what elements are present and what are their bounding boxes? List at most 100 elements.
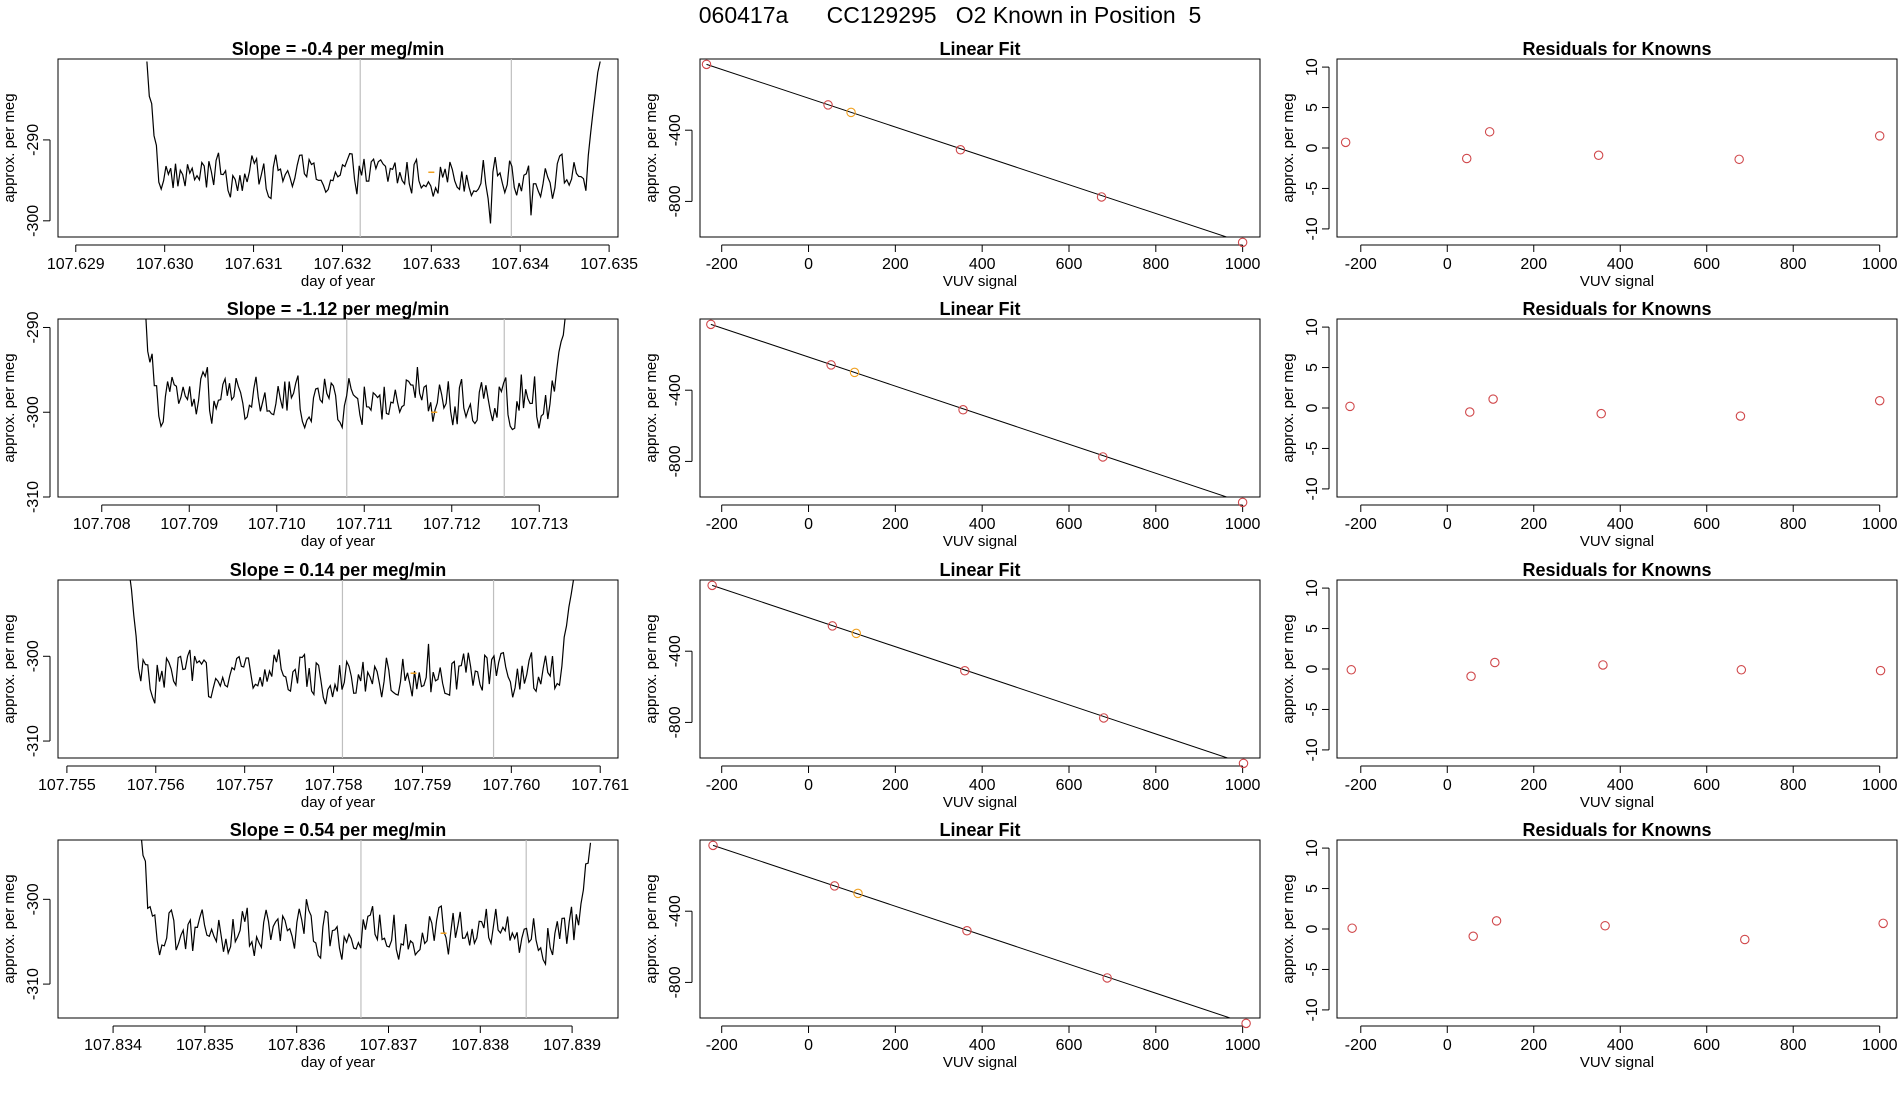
x-tick-label: 800 — [1142, 777, 1169, 794]
x-tick-label: 1000 — [1862, 1037, 1898, 1054]
x-tick-label: 200 — [1520, 777, 1547, 794]
x-tick-label: 600 — [1056, 516, 1083, 533]
time-series-panel-1: Slope = -0.4 per meg/min 107.629 107.630 10… — [1, 39, 638, 290]
y-tick-label: -400 — [667, 635, 684, 667]
y-tick-label: -10 — [1304, 217, 1321, 240]
y-tick-label: 5 — [1304, 363, 1321, 372]
plot-frame — [699, 318, 1261, 498]
residuals-panel-4: Residuals for Knowns-200 0 200 400 600 800 100… — [1280, 820, 1898, 1071]
known-point — [1596, 408, 1606, 419]
y-tick-label: -300 — [25, 640, 42, 672]
x-axis-label: VUV signal — [943, 794, 1017, 811]
plot-frame — [1336, 839, 1898, 1019]
known-point — [1465, 407, 1475, 417]
y-tick-label: -10 — [1304, 738, 1321, 761]
known-point — [1238, 758, 1249, 769]
x-tick-label: 400 — [969, 777, 996, 794]
y-tick-label: -310 — [25, 481, 42, 513]
x-tick-label: 107.709 — [160, 516, 218, 533]
known-point — [1593, 150, 1604, 161]
x-tick-label: 107.711 — [336, 516, 393, 533]
x-tick-label: 600 — [1056, 777, 1083, 794]
x-tick-label: 107.630 — [136, 256, 194, 273]
y-tick-label: 10 — [1304, 839, 1321, 857]
x-tick-label: 107.759 — [394, 777, 452, 794]
y-tick-label: -5 — [1304, 702, 1321, 716]
x-tick-label: -200 — [1345, 516, 1377, 533]
data-series-line — [140, 840, 592, 967]
y-axis-label: approx. per meg — [643, 874, 660, 983]
x-axis-label: VUV signal — [1580, 1054, 1654, 1071]
x-tick-label: 107.839 — [543, 1037, 601, 1054]
linear-fit-panel-2: Linear Fit -200 0 200 400 600 800 1000 VUV signa… — [643, 299, 1261, 550]
known-point — [955, 145, 966, 155]
y-tick-label: 5 — [1304, 884, 1321, 893]
known-point — [1102, 973, 1112, 983]
y-tick-label: 5 — [1304, 624, 1321, 633]
time-series-panel-2: Slope = -1.12 per meg/min 107.708 107.709 1… — [1, 299, 619, 550]
fit-line — [710, 323, 1229, 497]
known-point — [1490, 657, 1500, 668]
y-axis-label: approx. per meg — [643, 93, 660, 202]
x-tick-label: 0 — [804, 1037, 813, 1054]
x-tick-label: 107.756 — [127, 777, 185, 794]
sample-point — [853, 888, 863, 899]
plot-area — [129, 580, 575, 758]
y-tick-label: -300 — [25, 883, 42, 915]
x-tick-label: 1000 — [1225, 256, 1261, 273]
known-point — [1878, 918, 1888, 929]
known-point — [1484, 127, 1495, 137]
plot-frame — [57, 579, 619, 759]
plot-frame — [699, 839, 1261, 1019]
y-tick-label: 0 — [1304, 143, 1321, 152]
x-tick-label: 800 — [1780, 516, 1807, 533]
known-point — [958, 405, 968, 415]
fit-line — [711, 584, 1230, 758]
x-tick-label: 107.708 — [73, 516, 131, 533]
data-series-line — [146, 61, 601, 224]
x-tick-label: 0 — [1443, 777, 1452, 794]
x-tick-label: 600 — [1693, 516, 1720, 533]
x-tick-label: 107.632 — [314, 256, 372, 273]
y-axis-label: approx. per meg — [643, 614, 660, 723]
y-axis-label: approx. per meg — [1280, 353, 1297, 462]
x-tick-label: 200 — [882, 1037, 909, 1054]
linear-fit-panel-1: Linear Fit -200 0 200 400 600 800 1000 VUV signa… — [643, 39, 1261, 290]
fit-line — [712, 844, 1232, 1018]
y-axis-label: approx. per meg — [1, 93, 18, 202]
x-tick-label: 1000 — [1225, 516, 1261, 533]
known-point — [1736, 665, 1747, 675]
plot-area — [146, 59, 601, 237]
y-tick-label: 0 — [1304, 924, 1321, 933]
y-tick-label: 10 — [1304, 58, 1321, 76]
x-tick-label: -200 — [706, 1037, 738, 1054]
x-tick-label: 600 — [1693, 256, 1720, 273]
x-tick-label: 107.758 — [305, 777, 363, 794]
plot-area — [706, 63, 1229, 237]
x-tick-label: 400 — [969, 256, 996, 273]
y-tick-label: -400 — [667, 895, 684, 927]
x-tick-label: 800 — [1780, 256, 1807, 273]
x-tick-label: 400 — [1607, 1037, 1634, 1054]
x-tick-label: 400 — [1607, 516, 1634, 533]
y-tick-label: -5 — [1304, 181, 1321, 195]
known-point — [829, 881, 840, 891]
y-tick-label: -310 — [25, 725, 42, 757]
known-point — [1598, 660, 1608, 670]
plot-area — [140, 840, 592, 1018]
y-tick-label: -5 — [1304, 962, 1321, 976]
known-point — [1098, 713, 1109, 723]
plot-title: Residuals for Knowns — [1522, 820, 1711, 840]
x-axis-label: VUV signal — [1580, 273, 1654, 290]
sample-point — [851, 628, 862, 639]
y-tick-label: 0 — [1304, 664, 1321, 673]
x-tick-label: 400 — [1607, 777, 1634, 794]
known-point — [826, 360, 836, 370]
x-tick-label: 107.836 — [268, 1037, 326, 1054]
y-tick-label: -400 — [667, 114, 684, 146]
known-point — [1874, 131, 1885, 141]
y-tick-label: -800 — [667, 966, 684, 998]
x-tick-label: 107.834 — [84, 1037, 142, 1054]
known-point — [1734, 154, 1744, 165]
plot-area — [711, 584, 1230, 758]
